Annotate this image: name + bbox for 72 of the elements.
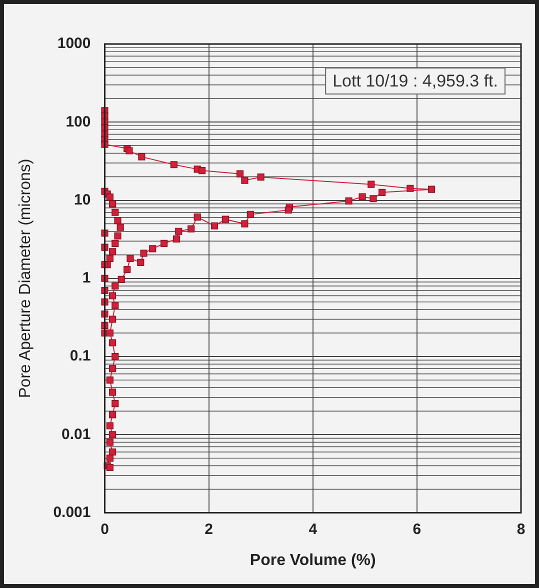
point bbox=[106, 422, 114, 430]
point bbox=[114, 217, 122, 224]
point bbox=[112, 353, 119, 360]
point bbox=[106, 464, 114, 472]
annotation: Lott 10/19 : 4,959.3 ft. bbox=[332, 72, 498, 91]
point bbox=[109, 388, 116, 396]
point bbox=[112, 282, 119, 290]
point bbox=[198, 167, 206, 174]
point bbox=[112, 240, 119, 247]
x-axis-title: Pore Volume (%) bbox=[250, 552, 376, 569]
point bbox=[112, 208, 119, 216]
point bbox=[170, 161, 178, 168]
point bbox=[109, 200, 116, 208]
point bbox=[106, 254, 114, 262]
point bbox=[370, 195, 377, 202]
point bbox=[109, 339, 116, 346]
point bbox=[109, 411, 116, 418]
y-tick-label: 1000 bbox=[57, 35, 91, 52]
y-tick-label: 0.01 bbox=[62, 426, 91, 443]
point bbox=[118, 276, 125, 283]
point bbox=[112, 302, 119, 310]
point bbox=[137, 258, 144, 266]
point bbox=[109, 316, 116, 323]
point bbox=[368, 180, 375, 188]
y-axis-title: Pore Aperture Diameter (microns) bbox=[17, 158, 34, 398]
point bbox=[106, 194, 114, 201]
point bbox=[358, 193, 366, 200]
point bbox=[138, 153, 146, 160]
x-tick-label: 8 bbox=[516, 520, 526, 538]
point bbox=[109, 365, 116, 372]
x-tick-label: 6 bbox=[412, 520, 422, 538]
point bbox=[109, 448, 116, 456]
point bbox=[345, 197, 352, 204]
point bbox=[284, 206, 292, 214]
point bbox=[106, 454, 114, 462]
y-tick-label: 100 bbox=[66, 113, 91, 130]
x-tick-label: 0 bbox=[100, 520, 109, 538]
x-tick-label: 2 bbox=[204, 520, 213, 538]
y-tick-label: 10 bbox=[74, 191, 91, 208]
point bbox=[194, 214, 201, 221]
point bbox=[124, 266, 131, 274]
point bbox=[109, 248, 116, 256]
point bbox=[114, 232, 122, 240]
point bbox=[126, 147, 133, 154]
point bbox=[428, 186, 436, 193]
y-tick-label: 0.1 bbox=[70, 348, 91, 365]
point bbox=[173, 235, 180, 242]
point bbox=[106, 329, 114, 337]
point bbox=[222, 216, 229, 223]
point bbox=[149, 245, 156, 252]
point bbox=[406, 184, 414, 192]
point bbox=[378, 188, 386, 196]
point bbox=[236, 170, 244, 178]
point bbox=[246, 210, 254, 218]
point bbox=[140, 250, 148, 257]
point bbox=[126, 254, 134, 262]
point bbox=[241, 176, 248, 184]
point bbox=[109, 431, 116, 438]
point bbox=[160, 240, 168, 247]
point bbox=[116, 224, 124, 231]
point bbox=[106, 376, 114, 384]
x-tick-label: 4 bbox=[308, 520, 318, 538]
point bbox=[210, 222, 218, 230]
point bbox=[112, 400, 119, 408]
y-tick-label: 0.001 bbox=[53, 504, 91, 521]
point bbox=[106, 438, 114, 446]
point bbox=[241, 220, 248, 228]
point bbox=[175, 228, 182, 235]
point bbox=[188, 225, 195, 232]
y-tick-label: 1 bbox=[82, 270, 91, 287]
point bbox=[109, 292, 116, 300]
point bbox=[257, 174, 264, 181]
